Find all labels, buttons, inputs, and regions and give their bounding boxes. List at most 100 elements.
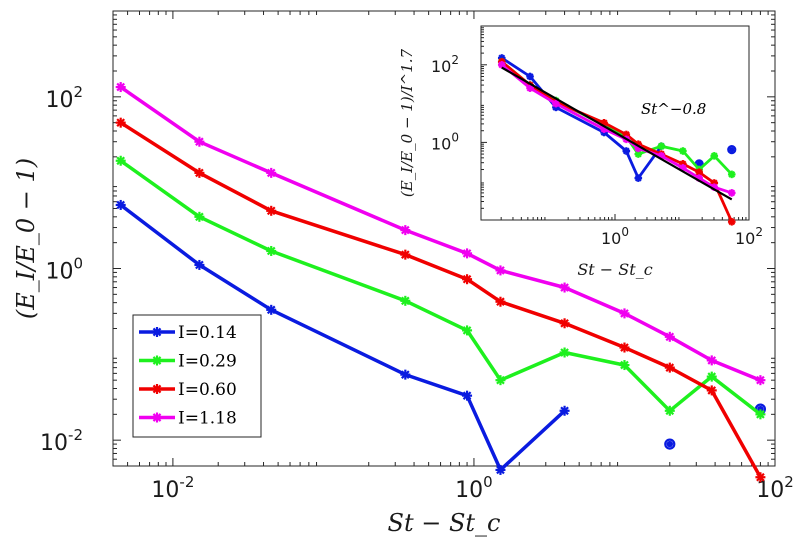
data-point-i-1-18 <box>559 282 570 293</box>
data-point-i-0-60-stroke <box>707 386 717 395</box>
data-point-i-0-14 <box>194 259 205 270</box>
inset-data-point-i-0-29 <box>657 142 666 150</box>
legend: I=0.14 I=0.29 I=0.60 I=1.18 <box>132 314 262 438</box>
data-point-i-0-60 <box>619 342 630 353</box>
extra-point-i-0-14 <box>664 438 676 450</box>
data-point-i-0-60-stroke <box>560 318 569 328</box>
inset-x-tick-label-exp: 2 <box>755 225 763 239</box>
data-point-i-0-14-stroke <box>462 391 472 400</box>
data-point-i-0-14 <box>462 390 473 401</box>
inset-data-point-i-0-14-stroke <box>526 73 534 80</box>
data-point-i-0-29-stroke <box>560 348 569 357</box>
inset-x-tick-label: 100 <box>601 225 629 248</box>
inset-data-point-i-0-60-stroke <box>695 168 703 176</box>
inset-y-tick-label-base: 10 <box>431 134 451 153</box>
data-point-i-1-18 <box>664 331 675 342</box>
data-point-i-1-18-stroke <box>707 356 717 365</box>
inset-x-axis-title: St − St_c <box>577 260 652 279</box>
legend-marker-i-0-14-stroke <box>152 327 162 337</box>
data-point-i-0-60 <box>706 385 717 396</box>
data-point-i-0-14 <box>400 369 411 380</box>
legend-marker-i-1-18 <box>152 412 162 423</box>
inset-data-point-i-1-18 <box>497 61 506 69</box>
x-tick-label-base: 10 <box>151 478 179 503</box>
legend-marker-i-0-29 <box>152 355 162 366</box>
data-point-i-0-29-stroke <box>116 156 126 166</box>
inset-frame <box>480 25 750 221</box>
x-tick-label: 100 <box>455 473 493 503</box>
y-tick-label-exp: 2 <box>73 83 83 101</box>
legend-entry-i-0-29: I=0.29 <box>139 352 237 372</box>
legend-entry-i-0-14: I=0.14 <box>139 323 237 343</box>
data-point-i-0-60 <box>495 296 506 307</box>
data-point-i-0-60-stroke <box>496 297 505 307</box>
inset-y-tick-label-exp: 2 <box>451 53 459 67</box>
inset-extra-point-i-0-14-star <box>729 147 735 153</box>
inset-data-point-i-0-14-stroke <box>634 174 642 182</box>
data-point-i-0-60 <box>755 472 766 483</box>
data-point-i-0-29 <box>194 211 205 222</box>
data-point-i-0-14 <box>115 199 126 210</box>
data-point-i-1-18 <box>400 225 411 236</box>
data-point-i-0-29-stroke <box>266 246 276 256</box>
data-point-i-1-18 <box>194 136 205 147</box>
legend-marker-i-0-60-stroke <box>152 384 162 394</box>
y-tick-label-exp: 0 <box>73 254 83 272</box>
data-point-i-1-18-stroke <box>665 332 675 342</box>
data-point-i-0-14-stroke <box>266 305 276 315</box>
x-axis-title: St − St_c <box>388 509 501 537</box>
data-point-i-0-29 <box>462 325 473 336</box>
data-point-i-0-60-stroke <box>266 206 276 216</box>
inset-data-point-i-0-14 <box>622 147 631 155</box>
inset-extra-point-i-0-14 <box>727 145 737 155</box>
legend-marker-i-1-18-stroke <box>152 413 162 422</box>
legend-label-i-0-60: I=0.60 <box>178 380 237 400</box>
data-point-i-0-29-stroke <box>665 406 675 416</box>
data-point-i-1-18-stroke <box>401 225 410 235</box>
data-point-i-1-18 <box>266 167 277 178</box>
y-tick-label-base: 10 <box>40 431 68 456</box>
data-point-i-1-18 <box>619 308 630 319</box>
data-point-i-0-60 <box>400 249 411 260</box>
inset-data-point-i-0-60 <box>727 217 736 226</box>
y-tick-label-base: 10 <box>45 259 73 284</box>
data-point-i-0-14 <box>495 464 506 475</box>
legend-marker-i-0-14 <box>152 327 162 337</box>
inset-data-point-i-1-18-stroke <box>552 100 560 108</box>
data-point-i-0-14-stroke <box>401 370 410 379</box>
legend-label-i-0-14: I=0.14 <box>178 323 237 343</box>
inset-x-tick-label-exp: 0 <box>621 225 629 239</box>
data-point-i-1-18-stroke <box>560 283 569 292</box>
data-point-i-1-18-stroke <box>620 309 629 318</box>
data-point-i-1-18-stroke <box>266 168 276 178</box>
inset-data-point-i-0-29-stroke <box>634 150 642 158</box>
inset-annotation: St^−0.8 <box>641 100 706 118</box>
data-point-i-0-60-stroke <box>401 250 410 259</box>
extra-point-i-0-14-star-stroke <box>666 441 673 448</box>
data-point-i-1-18 <box>495 265 506 276</box>
data-point-i-1-18-stroke <box>116 82 126 92</box>
inset-minor-ticks <box>481 27 747 220</box>
data-point-i-0-60 <box>266 205 277 216</box>
inset-data-point-i-1-18-stroke <box>498 61 506 69</box>
inset-data-point-i-1-18 <box>727 189 736 197</box>
x-tick-label: 10-2 <box>151 473 194 503</box>
extra-point-i-0-14-star <box>757 405 764 413</box>
inset-y-tick-label: 102 <box>431 53 459 76</box>
series-i-0-29 <box>115 155 766 420</box>
data-point-i-0-14-stroke <box>560 406 569 416</box>
legend-entry-i-0-60: I=0.60 <box>139 380 237 400</box>
inset-extra-point-i-0-14-ring <box>727 145 737 155</box>
y-tick-label: 10-2 <box>40 426 83 456</box>
legend-marker-i-0-29-stroke <box>152 356 162 365</box>
data-point-i-1-18-stroke <box>756 375 765 385</box>
data-point-i-0-60-stroke <box>116 118 126 127</box>
data-point-i-0-29 <box>619 360 630 371</box>
inset-extra-point-i-0-14-star-stroke <box>696 161 702 167</box>
x-tick-label-exp: -2 <box>179 473 194 491</box>
y-tick-label: 100 <box>45 254 83 284</box>
data-point-i-0-60 <box>194 167 205 178</box>
